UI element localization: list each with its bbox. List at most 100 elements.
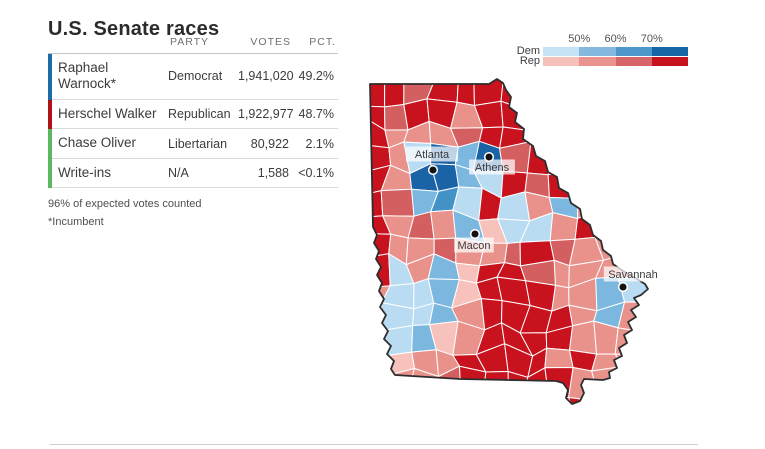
county xyxy=(578,141,596,171)
county xyxy=(644,391,648,404)
table-footnotes: 96% of expected votes counted *Incumbent xyxy=(48,197,338,230)
city-label-background xyxy=(603,266,663,282)
county xyxy=(614,85,648,103)
county xyxy=(616,365,648,400)
candidate-votes: 1,941,020 xyxy=(238,69,294,84)
legend-color-segment xyxy=(543,57,580,66)
page-title: U.S. Senate races xyxy=(48,18,220,41)
county xyxy=(370,190,384,219)
legend-label: Dem xyxy=(516,45,540,57)
legend-color-segment xyxy=(543,47,580,56)
county xyxy=(500,100,530,132)
county xyxy=(592,141,627,168)
county xyxy=(545,79,577,106)
legend-tick: 60% xyxy=(604,33,627,45)
candidate-votes: 1,922,977 xyxy=(238,107,294,122)
county xyxy=(640,353,648,378)
county xyxy=(455,388,484,404)
candidate-votes: 80,922 xyxy=(250,136,289,151)
county xyxy=(594,208,625,238)
state-outline xyxy=(369,78,649,405)
map-legend: 50% 60% 70% Dem Rep xyxy=(515,33,689,67)
county xyxy=(508,397,532,404)
county xyxy=(592,165,621,191)
legend-color-segment xyxy=(615,57,652,66)
county xyxy=(637,82,648,105)
table-row: Raphael Warnock* Democrat 1,941,020 49.2% xyxy=(48,54,338,100)
legend-ticks: 50% 60% 70% xyxy=(515,33,689,46)
county xyxy=(383,390,408,404)
county xyxy=(521,397,551,404)
party-accent-bar xyxy=(48,54,52,100)
legend-color-bar xyxy=(543,57,688,66)
candidate-votes: 1,588 xyxy=(257,166,289,181)
county xyxy=(640,167,648,199)
city-marker-athens: Athens xyxy=(469,151,515,175)
results-table: PARTY VOTES PCT. Raphael Warnock* Democra… xyxy=(48,36,338,233)
city-label-background xyxy=(405,146,459,162)
county xyxy=(480,393,510,404)
county xyxy=(434,388,462,404)
county xyxy=(577,165,594,199)
county xyxy=(430,209,457,240)
legend-rows: Dem Rep xyxy=(515,45,689,67)
county xyxy=(574,79,600,106)
county xyxy=(545,97,577,129)
legend-color-segment xyxy=(579,57,616,66)
county xyxy=(553,259,570,289)
county xyxy=(592,99,626,132)
table-row: Herschel Walker Republican 1,922,977 48.7% xyxy=(48,99,338,130)
county xyxy=(640,121,648,145)
candidate-name: Write-ins xyxy=(58,164,112,180)
county xyxy=(574,101,600,131)
legend-row-rep: Rep xyxy=(515,56,689,67)
county xyxy=(615,219,648,244)
city-label: Savannah xyxy=(608,269,658,281)
county xyxy=(569,320,598,355)
county xyxy=(403,394,437,404)
county xyxy=(456,79,475,106)
county xyxy=(641,185,648,221)
candidate-name: Herschel Walker xyxy=(58,105,157,121)
county xyxy=(575,127,596,152)
city-marker-macon: Macon xyxy=(454,228,494,253)
county xyxy=(592,129,627,152)
city-dot xyxy=(469,228,481,240)
county xyxy=(639,217,648,244)
legend-row-dem: Dem xyxy=(515,45,689,57)
county xyxy=(482,371,510,399)
incumbent-note: *Incumbent xyxy=(48,216,104,229)
party-accent-bar xyxy=(48,99,52,130)
county xyxy=(618,166,643,199)
county xyxy=(640,302,648,332)
candidate-pct: 48.7% xyxy=(298,107,334,122)
party-accent-bar xyxy=(48,158,52,189)
legend-tick: 70% xyxy=(640,33,663,45)
header-party: PARTY xyxy=(170,36,210,48)
county xyxy=(614,353,643,368)
county xyxy=(426,79,459,103)
votes-counted-note: 96% of expected votes counted xyxy=(48,198,202,211)
city-dot xyxy=(483,151,495,163)
candidate-party: Libertarian xyxy=(168,136,228,151)
county xyxy=(640,366,648,400)
county-layer xyxy=(370,79,648,404)
county xyxy=(553,120,579,154)
candidate-pct: <0.1% xyxy=(298,166,334,181)
county xyxy=(645,278,648,311)
legend-color-segment xyxy=(651,57,688,66)
county xyxy=(519,80,557,109)
city-dot xyxy=(427,164,439,176)
county xyxy=(370,79,386,108)
city-label-background xyxy=(469,159,515,175)
candidate-party: Republican xyxy=(168,107,231,122)
city-marker-savannah: Savannah xyxy=(603,266,663,293)
county xyxy=(623,233,641,258)
candidate-pct: 49.2% xyxy=(298,69,334,84)
city-label: Macon xyxy=(457,240,490,252)
candidate-pct: 2.1% xyxy=(305,136,335,151)
county xyxy=(615,189,648,222)
legend-color-segment xyxy=(651,47,688,56)
table-header-row: PARTY VOTES PCT. xyxy=(48,36,338,54)
